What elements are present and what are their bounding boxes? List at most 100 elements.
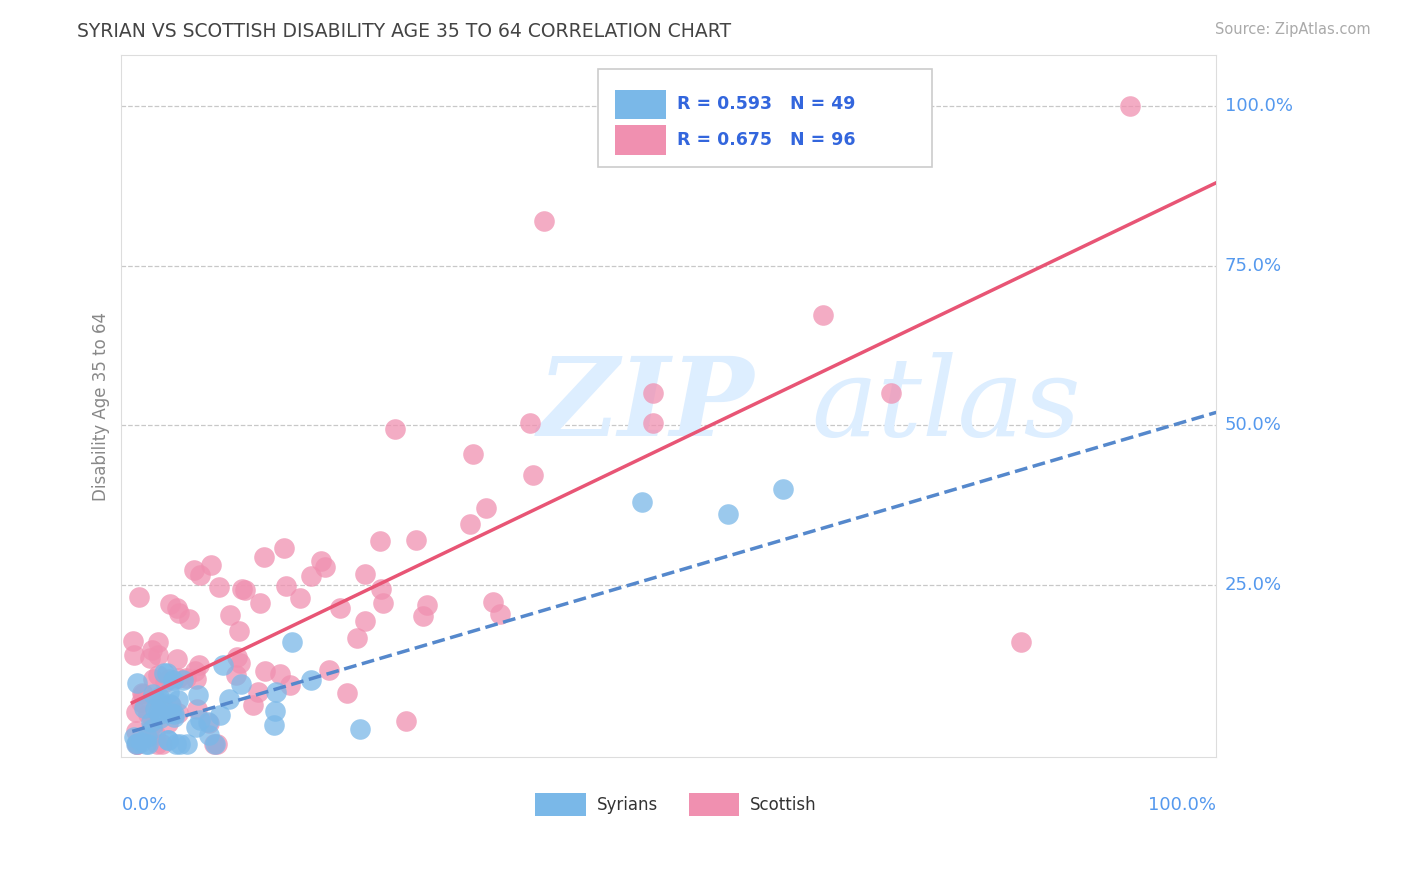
Point: [125, 676, 148, 690]
Point: [278, 677, 301, 691]
Point: [141, 643, 163, 657]
Point: [160, 698, 183, 712]
Point: [717, 508, 740, 522]
Point: [641, 416, 664, 430]
Point: [200, 558, 222, 572]
Point: [152, 698, 174, 713]
Point: [276, 579, 298, 593]
Point: [395, 714, 418, 728]
Point: [129, 695, 152, 709]
Point: [166, 737, 188, 751]
Point: [349, 723, 371, 737]
Point: [141, 722, 163, 736]
Point: [148, 634, 170, 648]
Point: [197, 714, 219, 729]
Point: [186, 720, 208, 734]
Point: [157, 733, 180, 747]
Point: [125, 723, 148, 738]
Point: [336, 686, 359, 700]
Point: [211, 657, 233, 672]
Point: [169, 737, 191, 751]
Point: [128, 590, 150, 604]
Point: [228, 624, 250, 639]
Point: [482, 595, 505, 609]
Point: [157, 685, 180, 699]
FancyBboxPatch shape: [616, 125, 665, 155]
Point: [346, 631, 368, 645]
Point: [122, 648, 145, 662]
Point: [184, 672, 207, 686]
Point: [167, 672, 190, 686]
Point: [148, 648, 170, 662]
Point: [148, 690, 170, 704]
Point: [229, 677, 252, 691]
Point: [641, 386, 664, 401]
Text: 75.0%: 75.0%: [1225, 257, 1282, 275]
Point: [127, 737, 149, 751]
Point: [226, 649, 249, 664]
Point: [247, 684, 270, 698]
Point: [174, 671, 197, 685]
Point: [412, 609, 434, 624]
Point: [630, 494, 652, 508]
Point: [156, 665, 179, 680]
Point: [143, 727, 166, 741]
Point: [198, 728, 221, 742]
Point: [143, 701, 166, 715]
Point: [384, 422, 406, 436]
Point: [197, 716, 219, 731]
Point: [139, 714, 162, 729]
Point: [318, 663, 340, 677]
Text: R = 0.675   N = 96: R = 0.675 N = 96: [676, 131, 855, 149]
Point: [149, 698, 172, 713]
Point: [166, 601, 188, 615]
Point: [489, 607, 512, 621]
Point: [166, 651, 188, 665]
Point: [188, 568, 211, 582]
Point: [371, 596, 394, 610]
Point: [124, 706, 146, 720]
Point: [167, 607, 190, 621]
Point: [184, 664, 207, 678]
FancyBboxPatch shape: [536, 793, 586, 816]
FancyBboxPatch shape: [689, 793, 740, 816]
Point: [225, 668, 247, 682]
Point: [139, 651, 162, 665]
Point: [202, 737, 225, 751]
Point: [157, 672, 180, 686]
FancyBboxPatch shape: [598, 70, 932, 168]
Point: [264, 704, 287, 718]
Point: [219, 607, 242, 622]
Point: [1010, 635, 1032, 649]
Point: [231, 582, 253, 597]
Text: Scottish: Scottish: [749, 796, 817, 814]
Point: [136, 706, 159, 721]
Point: [188, 713, 211, 727]
Point: [233, 582, 256, 597]
Point: [167, 693, 190, 707]
Point: [253, 664, 276, 678]
Point: [264, 684, 287, 698]
Text: Source: ZipAtlas.com: Source: ZipAtlas.com: [1215, 22, 1371, 37]
Point: [141, 687, 163, 701]
Point: [281, 634, 304, 648]
Point: [129, 735, 152, 749]
Point: [253, 550, 276, 565]
Point: [353, 566, 375, 581]
Point: [263, 718, 285, 732]
Point: [188, 657, 211, 672]
Point: [205, 737, 228, 751]
Point: [157, 732, 180, 747]
Point: [204, 737, 226, 751]
Point: [186, 701, 208, 715]
Point: [772, 482, 794, 496]
Point: [519, 416, 541, 430]
Point: [153, 674, 176, 689]
Point: [127, 737, 149, 751]
Text: Syrians: Syrians: [596, 796, 658, 814]
Point: [880, 386, 903, 401]
Point: [299, 569, 322, 583]
Point: [522, 467, 544, 482]
Point: [475, 501, 498, 516]
Point: [811, 308, 834, 322]
